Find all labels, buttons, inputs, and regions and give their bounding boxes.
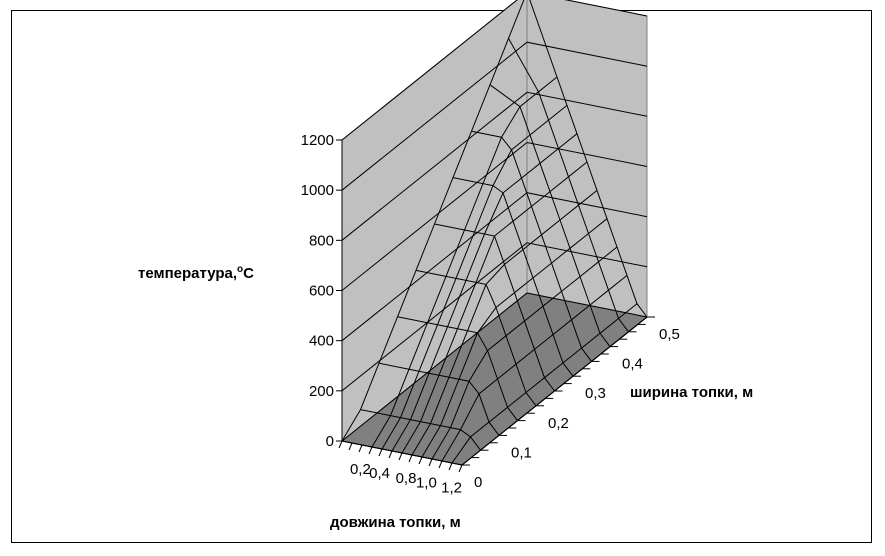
z-tick-label: 800 [309,232,334,249]
back-wall [526,0,648,318]
surface-line-y [452,177,574,377]
y-tick-label: 0,5 [659,326,680,343]
x-tick [358,444,363,453]
surface-line-y [397,316,518,421]
surface-line-y [471,130,592,362]
z-axis-title: температура,oC [138,264,254,282]
z-gridline [341,141,648,291]
x-tick-label: 0,8 [396,470,417,487]
z-gridline [341,91,648,241]
surface-line-y [434,223,555,392]
x-tick [378,448,383,457]
x-tick [418,456,423,465]
x-tick-label: 1,0 [416,474,437,491]
y-tick-label: 0,3 [585,385,606,402]
z-tick-label: 1000 [301,182,334,199]
y-tick-label: 0,2 [548,415,569,432]
x-tick [408,454,413,463]
chart-walls [340,0,649,466]
x-tick [338,440,343,449]
x-tick [458,464,463,473]
x-tick [348,442,353,451]
z-tick-label: 400 [309,333,334,350]
surface-line-y [508,38,629,333]
z-gridline [341,41,648,191]
x-tick [398,452,403,461]
z-gridline [341,0,648,141]
z-tick-label: 200 [309,383,334,400]
surface-line-y [415,269,537,407]
surface-line-y [360,409,481,451]
z-tick-label: 1200 [301,132,334,149]
x-tick [448,462,453,471]
y-tick-label: 0,1 [511,444,532,461]
x-tick-label: 1,2 [441,479,462,496]
surface-line-y [529,0,648,318]
z-gridline [341,292,648,442]
x-tick [428,458,433,467]
x-tick-label: 0,2 [350,461,371,478]
z-tick-label: 600 [309,283,334,300]
surface-line-y [378,362,500,436]
y-tick-label: 0,4 [622,356,643,373]
x-tick [368,446,373,455]
y-axis-title: ширина топки, м [630,384,753,401]
z-gridline [341,242,648,392]
y-tick-label: 0 [474,474,482,491]
x-tick [438,460,443,469]
x-tick-label: 0,4 [369,465,390,482]
x-axis-title: довжина топки, м [330,514,461,531]
z-tick-label: 0 [326,433,334,450]
x-tick [388,450,393,459]
surface-line-y [489,84,611,347]
